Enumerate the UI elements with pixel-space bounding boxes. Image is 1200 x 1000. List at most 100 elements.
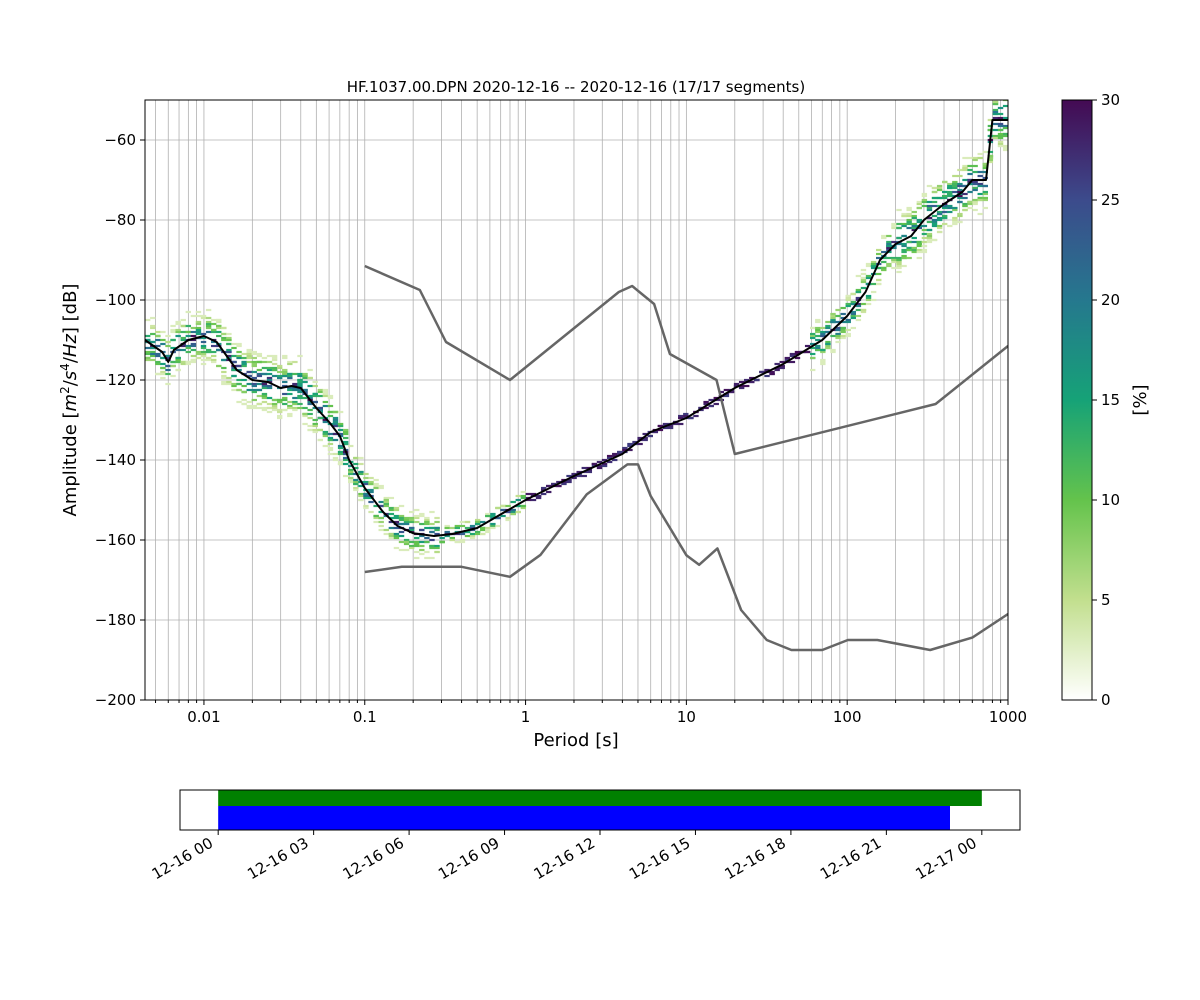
heatmap-cell (393, 546, 400, 550)
heatmap-cell (942, 204, 948, 208)
heatmap-cell (947, 190, 953, 194)
heatmap-cell (210, 328, 217, 332)
heatmap-cell (337, 428, 344, 432)
heatmap-cell (886, 242, 892, 246)
heatmap-cell (332, 438, 339, 442)
heatmap-cell (931, 222, 938, 226)
heatmap-cell (226, 332, 232, 336)
heatmap-cell (221, 358, 227, 362)
heatmap-cell (200, 350, 207, 354)
heatmap-cell (403, 520, 410, 524)
heatmap-cell (830, 314, 836, 318)
heatmap-cell (337, 432, 344, 436)
heatmap-cell (383, 496, 389, 500)
heatmap-cell (749, 380, 755, 384)
heatmap-cell (322, 394, 329, 398)
heatmap-cell (952, 206, 958, 210)
heatmap-cell (490, 514, 496, 518)
heatmap-cell (825, 330, 831, 334)
heatmap-cell (368, 490, 374, 494)
heatmap-cell (236, 378, 242, 382)
heatmap-cell (261, 382, 268, 386)
noise-model-upper-line (364, 264, 1008, 456)
heatmap-cell (216, 334, 222, 338)
heatmap-cell (261, 360, 268, 364)
heatmap-cell (282, 380, 288, 384)
heatmap-cell (906, 226, 912, 230)
heatmap-cell (840, 306, 846, 310)
heatmap-cell (967, 172, 973, 176)
heatmap-cell (403, 538, 410, 542)
heatmap-cell (454, 526, 461, 530)
heatmap-cell (180, 348, 186, 352)
heatmap-cell (520, 496, 527, 500)
heatmap-cell (936, 210, 943, 214)
heatmap-cell (825, 342, 831, 346)
timeline-tick-label: 12-16 12 (531, 834, 598, 883)
heatmap-cell (850, 316, 857, 320)
heatmap-cell (876, 248, 882, 252)
heatmap-cell (287, 404, 293, 408)
heatmap-cell (261, 400, 268, 404)
heatmap-cell (292, 382, 298, 386)
heatmap-cell (276, 366, 283, 370)
heatmap-cell (972, 188, 978, 192)
heatmap-cell (596, 460, 603, 464)
heatmap-cell (210, 344, 217, 348)
heatmap-cell (911, 228, 917, 232)
heatmap-cell (185, 310, 191, 314)
heatmap-cell (246, 404, 252, 408)
heatmap-cell (896, 264, 902, 268)
heatmap-cell (926, 184, 933, 188)
heatmap-cell (210, 354, 217, 358)
heatmap-cell (997, 140, 1004, 144)
heatmap-cell (251, 390, 257, 394)
heatmap-cell (820, 334, 826, 338)
heatmap-cell (896, 208, 902, 212)
heatmap-cell (474, 530, 481, 534)
heatmap-cell (175, 322, 181, 326)
heatmap-cell (337, 444, 344, 448)
heatmap-cell (693, 414, 699, 418)
heatmap-cell (794, 350, 801, 354)
heatmap-cell (931, 200, 938, 204)
heatmap-cell (292, 360, 298, 364)
heatmap-cell (221, 366, 227, 370)
x-tick-label: 100 (833, 708, 862, 726)
heatmap-cell (876, 252, 882, 256)
heatmap-cell (936, 196, 943, 200)
heatmap-cell (388, 526, 395, 530)
heatmap-cell (297, 402, 303, 406)
heatmap-cell (302, 374, 308, 378)
heatmap-cell (632, 440, 638, 444)
heatmap-cell (190, 326, 197, 330)
heatmap-cell (251, 362, 257, 366)
heatmap-cell (982, 170, 988, 174)
heatmap-cell (434, 544, 440, 548)
heatmap-cell (388, 496, 395, 500)
heatmap-cell (327, 396, 334, 400)
heatmap-cell (378, 504, 384, 508)
heatmap-cell (205, 330, 212, 334)
heatmap-cell (617, 450, 623, 454)
heatmap-cell (322, 404, 329, 408)
heatmap-cell (342, 440, 349, 444)
heatmap-cell (256, 394, 263, 398)
heatmap-cell (485, 530, 491, 534)
heatmap-cell (195, 350, 202, 354)
heatmap-cell (774, 368, 780, 372)
heatmap-cell (612, 458, 618, 462)
heatmap-cell (881, 256, 887, 260)
heatmap-cell (886, 264, 892, 268)
heatmap-cell (551, 482, 557, 486)
colorbar-tick-label: 25 (1101, 191, 1120, 209)
heatmap-cell (190, 360, 197, 364)
heatmap-cell (876, 272, 882, 276)
heatmap-cell (962, 202, 968, 206)
heatmap-cell (622, 448, 628, 452)
heatmap-cell (977, 174, 983, 178)
heatmap-cell (216, 318, 222, 322)
heatmap-cell (936, 188, 943, 192)
heatmap-cell (256, 374, 263, 378)
heatmap-cell (327, 446, 334, 450)
